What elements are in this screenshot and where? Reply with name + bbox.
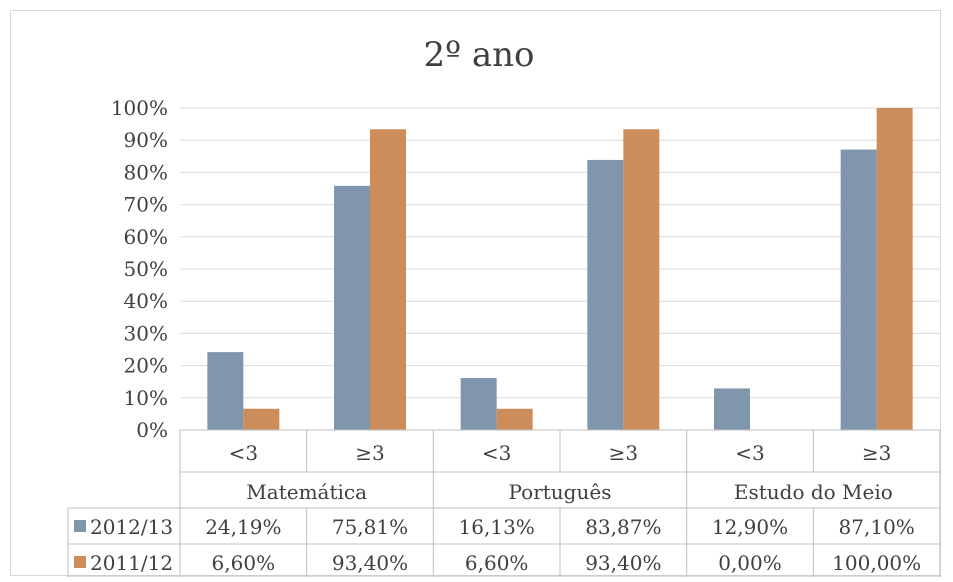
y-tick-label: 10%	[124, 386, 168, 410]
bar-2011-12-5	[876, 108, 913, 430]
category-label: <3	[735, 441, 764, 465]
y-tick-label: 0%	[136, 418, 168, 442]
data-label: 83,87%	[585, 515, 661, 539]
y-tick-label: 40%	[124, 289, 168, 313]
y-tick-label: 90%	[124, 128, 168, 152]
y-tick-label: 50%	[124, 257, 168, 281]
bars	[207, 108, 913, 430]
category-label: ≥3	[862, 441, 891, 465]
data-label: 100,00%	[832, 551, 921, 575]
y-tick-label: 60%	[124, 225, 168, 249]
data-label: 93,40%	[585, 551, 661, 575]
y-axis-tick-labels: 0% 10% 20% 30% 40% 50% 60% 70% 80% 90% 100%	[111, 96, 168, 442]
legend-label: 2011/12	[90, 551, 173, 575]
category-label: ≥3	[609, 441, 638, 465]
data-label: 0,00%	[718, 551, 782, 575]
category-label: <3	[482, 441, 511, 465]
bar-2012-13-3	[587, 159, 624, 430]
bar-2012-13-5	[840, 149, 877, 430]
data-label: 16,13%	[459, 515, 535, 539]
legend-label: 2012/13	[90, 515, 173, 539]
chart-title: 2º ano	[423, 35, 534, 75]
bar-2012-13-4	[714, 388, 750, 430]
bar-2012-13-1	[334, 185, 370, 430]
bar-2012-13-0	[207, 352, 244, 430]
data-label: 93,40%	[332, 551, 408, 575]
y-tick-label: 20%	[124, 354, 168, 378]
data-label: 6,60%	[465, 551, 529, 575]
data-label: 75,81%	[332, 515, 408, 539]
group-label: Matemática	[246, 480, 367, 504]
bar-chart: 2º ano 0% 10% 20% 30% 40% 50% 60% 70% 80% 90% 100%…	[67, 35, 941, 577]
legend-swatch	[74, 520, 86, 532]
data-label: 6,60%	[212, 551, 276, 575]
chart-frame: 2º ano 0% 10% 20% 30% 40% 50% 60% 70% 80% 90% 100%…	[10, 10, 941, 577]
category-label: <3	[229, 441, 258, 465]
group-label: Estudo do Meio	[734, 480, 893, 504]
gridlines	[180, 107, 940, 431]
data-table: <3 ≥3 <3 ≥3 <3 ≥3 Matemática Português Estudo do…	[67, 429, 941, 577]
legend-swatch	[74, 556, 86, 568]
category-label: ≥3	[355, 441, 384, 465]
bar-2011-12-2	[496, 408, 533, 430]
bar-2011-12-1	[370, 129, 406, 430]
data-label: 24,19%	[205, 515, 281, 539]
y-tick-label: 70%	[124, 193, 168, 217]
data-label: 12,90%	[712, 515, 788, 539]
y-tick-label: 100%	[111, 96, 168, 120]
y-tick-label: 80%	[124, 160, 168, 184]
data-label: 87,10%	[839, 515, 915, 539]
bar-2012-13-2	[460, 378, 497, 430]
y-tick-label: 30%	[124, 321, 168, 345]
bar-2011-12-0	[243, 408, 280, 430]
bar-2011-12-3	[623, 129, 660, 430]
group-label: Português	[509, 480, 612, 504]
